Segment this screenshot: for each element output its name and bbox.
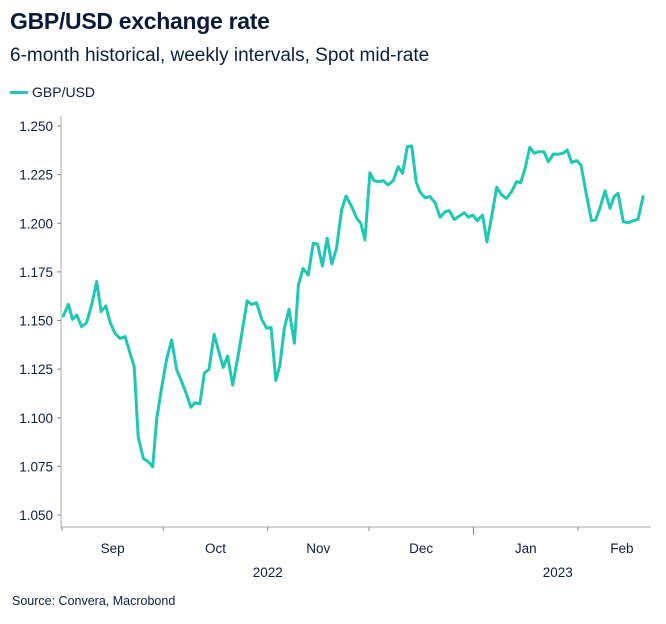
x-year-label: 2023: [543, 565, 573, 580]
legend-label-gbp-usd: GBP/USD: [32, 84, 96, 100]
x-year-label: 2022: [253, 565, 283, 580]
series-layer: [61, 144, 645, 469]
y-tick-label: 1.225: [19, 168, 53, 183]
x-tick-label: Oct: [205, 541, 226, 556]
y-tick-label: 1.200: [19, 216, 53, 231]
y-tick-label: 1.075: [19, 459, 53, 474]
series-line-gbp-usd: [61, 144, 645, 469]
chart-title: GBP/USD exchange rate: [10, 8, 270, 34]
y-tick-label: 1.175: [19, 265, 53, 280]
x-tick-label: Sep: [101, 541, 125, 556]
y-tick-label: 1.250: [19, 119, 53, 134]
axes: 1.050 1.075 1.100 1.125 1.150 1.175 1.200 1.225…: [19, 116, 651, 580]
y-tick-label: 1.125: [19, 362, 53, 377]
y-tick-label: 1.150: [19, 314, 53, 329]
y-tick-label: 1.050: [19, 508, 53, 523]
chart-subtitle: 6-month historical, weekly intervals, Sp…: [10, 45, 430, 66]
source-note: Source: Convera, Macrobond: [12, 594, 176, 608]
x-tick-label: Dec: [409, 541, 433, 556]
x-tick-label: Jan: [515, 541, 537, 556]
legend-swatch-gbp-usd: [10, 90, 28, 94]
x-tick-label: Nov: [306, 541, 330, 556]
x-tick-label: Feb: [610, 541, 633, 556]
legend: GBP/USD: [10, 84, 95, 100]
y-tick-label: 1.100: [19, 411, 53, 426]
